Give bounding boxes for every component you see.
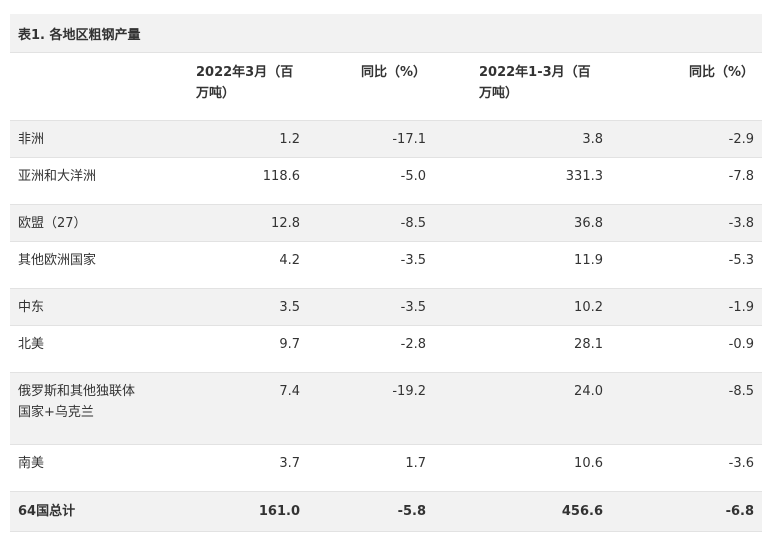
march-yoy-cell: -8.5 xyxy=(308,204,434,242)
table-row: 亚洲和大洋洲 118.6 -5.0 331.3 -7.8 xyxy=(10,157,762,205)
q1-yoy-cell: -1.9 xyxy=(611,288,762,326)
march-yoy-cell: -3.5 xyxy=(308,241,434,289)
region-cell: 北美 xyxy=(10,325,150,373)
march-output-cell: 7.4 xyxy=(150,372,308,445)
region-cell: 欧盟（27） xyxy=(10,204,150,242)
table-row: 俄罗斯和其他独联体国家+乌克兰 7.4 -19.2 24.0 -8.5 xyxy=(10,372,762,445)
q1-yoy-cell: -5.3 xyxy=(611,241,762,289)
region-cell: 俄罗斯和其他独联体国家+乌克兰 xyxy=(10,372,150,445)
march-yoy-cell: -2.8 xyxy=(308,325,434,373)
q1-output-cell: 331.3 xyxy=(434,157,611,205)
march-output-cell: 3.5 xyxy=(150,288,308,326)
march-output-cell: 118.6 xyxy=(150,157,308,205)
table-row: 北美 9.7 -2.8 28.1 -0.9 xyxy=(10,325,762,373)
march-yoy-cell: -19.2 xyxy=(308,372,434,445)
march-yoy-cell: -17.1 xyxy=(308,120,434,158)
q1-yoy-cell: -6.8 xyxy=(611,491,762,532)
q1-output-cell: 10.6 xyxy=(434,444,611,492)
total-row: 64国总计 161.0 -5.8 456.6 -6.8 xyxy=(10,491,762,532)
region-cell: 亚洲和大洋洲 xyxy=(10,157,150,205)
header-march-yoy: 同比（%） xyxy=(308,52,434,121)
march-output-cell: 161.0 xyxy=(150,491,308,532)
q1-yoy-cell: -7.8 xyxy=(611,157,762,205)
q1-yoy-cell: -3.8 xyxy=(611,204,762,242)
region-cell: 非洲 xyxy=(10,120,150,158)
region-cell: 64国总计 xyxy=(10,491,150,532)
q1-yoy-cell: -2.9 xyxy=(611,120,762,158)
q1-yoy-cell: -8.5 xyxy=(611,372,762,445)
march-output-cell: 3.7 xyxy=(150,444,308,492)
table-row: 欧盟（27） 12.8 -8.5 36.8 -3.8 xyxy=(10,204,762,242)
table-row: 非洲 1.2 -17.1 3.8 -2.9 xyxy=(10,120,762,158)
q1-output-cell: 11.9 xyxy=(434,241,611,289)
march-yoy-cell: -3.5 xyxy=(308,288,434,326)
q1-output-cell: 28.1 xyxy=(434,325,611,373)
march-yoy-cell: -5.0 xyxy=(308,157,434,205)
q1-output-cell: 10.2 xyxy=(434,288,611,326)
table-row: 中东 3.5 -3.5 10.2 -1.9 xyxy=(10,288,762,326)
q1-output-cell: 456.6 xyxy=(434,491,611,532)
q1-output-cell: 36.8 xyxy=(434,204,611,242)
header-q1-yoy: 同比（%） xyxy=(611,52,762,121)
header-q1-output: 2022年1-3月（百万吨） xyxy=(434,52,611,121)
header-q1-output-label: 2022年1-3月（百万吨） xyxy=(479,65,591,101)
region-cell: 其他欧洲国家 xyxy=(10,241,150,289)
steel-production-table: 表1. 各地区粗钢产量 2022年3月（百万吨） 同比（%） 2022年1-3月… xyxy=(10,14,762,532)
table-title: 表1. 各地区粗钢产量 xyxy=(10,14,762,53)
q1-yoy-cell: -0.9 xyxy=(611,325,762,373)
q1-output-cell: 3.8 xyxy=(434,120,611,158)
march-output-cell: 4.2 xyxy=(150,241,308,289)
steel-production-table-container: 表1. 各地区粗钢产量 2022年3月（百万吨） 同比（%） 2022年1-3月… xyxy=(10,14,762,532)
region-cell: 南美 xyxy=(10,444,150,492)
region-cell: 中东 xyxy=(10,288,150,326)
march-output-cell: 1.2 xyxy=(150,120,308,158)
header-march-output-label: 2022年3月（百万吨） xyxy=(196,65,294,101)
table-title-row: 表1. 各地区粗钢产量 xyxy=(10,14,762,53)
q1-output-cell: 24.0 xyxy=(434,372,611,445)
header-march-output: 2022年3月（百万吨） xyxy=(150,52,308,121)
header-region xyxy=(10,52,150,121)
march-yoy-cell: -5.8 xyxy=(308,491,434,532)
table-header-row: 2022年3月（百万吨） 同比（%） 2022年1-3月（百万吨） 同比（%） xyxy=(10,52,762,121)
q1-yoy-cell: -3.6 xyxy=(611,444,762,492)
march-yoy-cell: 1.7 xyxy=(308,444,434,492)
march-output-cell: 12.8 xyxy=(150,204,308,242)
march-output-cell: 9.7 xyxy=(150,325,308,373)
table-row: 南美 3.7 1.7 10.6 -3.6 xyxy=(10,444,762,492)
table-row: 其他欧洲国家 4.2 -3.5 11.9 -5.3 xyxy=(10,241,762,289)
